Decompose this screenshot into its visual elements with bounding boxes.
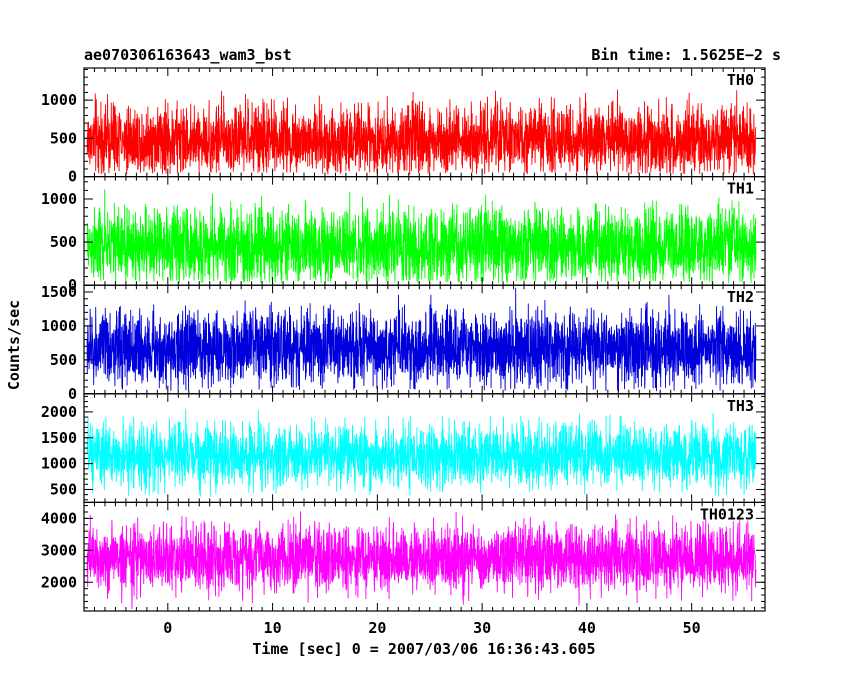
y-tick-label-th3: 1500: [41, 429, 77, 447]
x-tick-label: 0: [163, 619, 172, 637]
panel-th1: 0 500 1000 TH1: [41, 176, 766, 294]
y-tick-label-th1: 1000: [41, 190, 77, 208]
panel-label-th2: TH2: [727, 288, 754, 306]
panel-label-th1: TH1: [727, 180, 754, 198]
panel-th0123: 2000 3000 4000 TH0123: [41, 501, 766, 612]
y-tick-label-th1: 0: [68, 276, 77, 294]
panel-th3: 500 1000 1500 2000 TH3: [41, 393, 766, 503]
bin-time-label: Bin time: 1.5625E−2 s: [591, 46, 781, 64]
y-tick-label-th1: 500: [50, 233, 77, 251]
plot-title: ae070306163643_wam3_bst: [84, 46, 292, 64]
panel-label-th3: TH3: [727, 397, 754, 415]
y-tick-label-th0: 1000: [41, 91, 77, 109]
y-tick-label-th0: 500: [50, 129, 77, 147]
y-tick-label-th2: 500: [50, 351, 77, 369]
x-tick-label: 10: [264, 619, 282, 637]
y-tick-label-th0123: 2000: [41, 573, 77, 591]
y-tick-label-th3: 500: [50, 480, 77, 498]
y-tick-label-th2: 1500: [41, 283, 77, 301]
x-tick-label: 50: [683, 619, 701, 637]
panel-label-th0: TH0: [727, 71, 754, 89]
series-th3-trace: [86, 408, 757, 497]
series-th1-trace: [86, 189, 757, 284]
x-tick-label: 40: [578, 619, 596, 637]
panel-th2: 0 500 1000 1500 TH2: [41, 283, 766, 403]
x-axis-label: Time [sec] 0 = 2007/03/06 16:36:43.605: [252, 640, 595, 658]
y-tick-label-th3: 1000: [41, 455, 77, 473]
y-tick-label-th2: 0: [68, 385, 77, 403]
series-th0123-trace: [86, 511, 757, 610]
series-th2-trace: [86, 287, 757, 392]
x-tick-label: 20: [368, 619, 386, 637]
y-tick-label-th2: 1000: [41, 317, 77, 335]
series-th0-trace: [86, 89, 757, 175]
panel-th0: 0 500 1000 TH0: [41, 67, 766, 186]
panel-label-th0123: TH0123: [700, 505, 754, 523]
y-tick-label-th3: 2000: [41, 403, 77, 421]
y-tick-label-th0: 0: [68, 168, 77, 186]
y-tick-label-th0123: 3000: [41, 541, 77, 559]
y-axis-label: Counts/sec: [5, 300, 23, 390]
y-tick-label-th0123: 4000: [41, 509, 77, 527]
x-tick-label: 30: [473, 619, 491, 637]
